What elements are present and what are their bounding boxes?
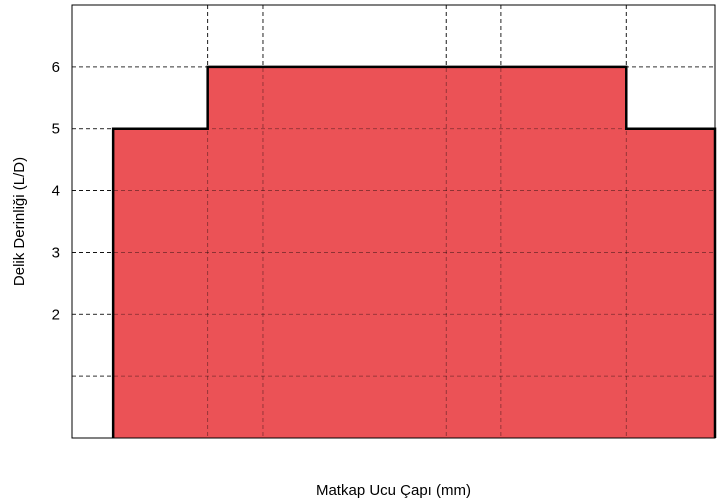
data-area <box>113 66 716 438</box>
plot-frame <box>71 4 716 439</box>
y-tick-label: 5 <box>52 121 60 138</box>
y-tick-label: 6 <box>52 59 60 76</box>
y-tick-label: 2 <box>52 306 60 323</box>
y-axis-title: Delik Derinliği (L/D) <box>11 157 28 286</box>
y-axis-ticks: 2 3 4 5 6 <box>52 59 60 323</box>
x-axis-title: Matkap Ucu Çapı (mm) <box>316 482 471 499</box>
y-tick-label: 3 <box>52 244 60 261</box>
y-tick-label: 4 <box>52 183 60 200</box>
data-area-outline <box>111 65 717 438</box>
